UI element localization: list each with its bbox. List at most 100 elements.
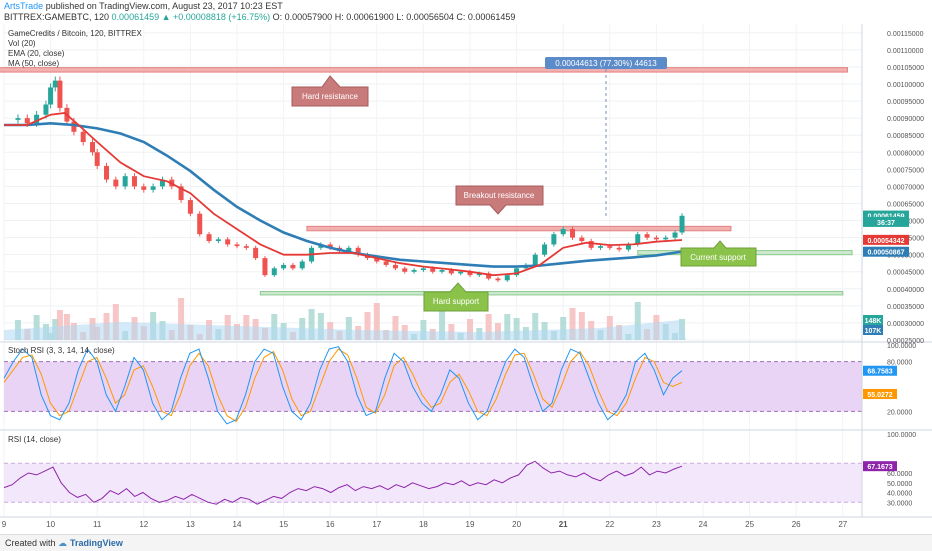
candle-body (635, 234, 641, 245)
candle-body (141, 186, 147, 190)
price-tick-label: 0.00035000 (887, 304, 924, 311)
candle-body (271, 268, 277, 276)
price-tick-label: 0.00070000 (887, 184, 924, 191)
time-tick-label: 27 (838, 520, 847, 529)
hard-resistance-label: Hard resistance (302, 92, 359, 101)
chart-text: GameCredits / Bitcoin, 120, BITTREX Vol … (8, 29, 142, 444)
time-tick-label: 12 (139, 520, 148, 529)
footer-logo-icon: ☁ (58, 538, 67, 548)
time-tick-label: 25 (745, 520, 754, 529)
candle-body (588, 241, 594, 248)
volume-label: 107K (865, 328, 882, 335)
candle-body (607, 246, 613, 248)
rsi-line (3, 460, 683, 505)
candle-body (104, 165, 110, 180)
candle-body (90, 142, 96, 153)
candle-body (616, 247, 622, 250)
volume-bar (420, 320, 427, 340)
volume-bar (504, 314, 511, 340)
volume-bar (634, 302, 641, 340)
legend-volume: Vol (20) (8, 39, 36, 48)
symbol-line: BITTREX:GAMEBTC, 120 0.00061459 ▲ +0.000… (4, 12, 515, 22)
candle-body (402, 268, 408, 272)
time-tick-label: 10 (46, 520, 55, 529)
candle-body (234, 244, 240, 247)
price-tick-label: 0.00100000 (887, 82, 924, 89)
time-tick-label: 20 (512, 520, 521, 529)
price-label: 36:37 (877, 220, 895, 227)
candle-body (355, 247, 361, 255)
candle-body (570, 229, 576, 238)
candle-body (532, 254, 538, 265)
time-tick-label: 16 (326, 520, 335, 529)
candle-body (206, 234, 212, 242)
legend-ema: EMA (20, close) (8, 49, 65, 58)
hard-support-callout (423, 282, 489, 312)
chart-area[interactable]: 0.00115000 0.00110000 0.00105000 0.00100000… (0, 0, 932, 534)
measure-label: 0.00044613 (77.30%) 44613 (555, 59, 657, 68)
price-label-bg (863, 246, 909, 257)
candle-body (430, 268, 436, 272)
volume-bar (56, 310, 63, 340)
ma-50-line (4, 121, 683, 268)
candle-body (514, 268, 520, 276)
volume-label-bg (863, 325, 883, 335)
candle-body (663, 237, 669, 240)
time-tick-label: 11 (93, 520, 102, 529)
stoch-value-label: 55.0272 (867, 392, 892, 399)
candle-body (197, 213, 203, 235)
volume-bar (513, 318, 520, 340)
candle-body (57, 80, 63, 108)
candle-body (476, 273, 482, 276)
stoch-band (4, 361, 862, 412)
legend-symbol: GameCredits / Bitcoin, 120, BITTREX (8, 29, 142, 38)
footer-brand[interactable]: TradingView (70, 538, 123, 548)
stoch-tick-label: 100.0000 (887, 343, 916, 350)
annotations[interactable]: 0.00044613 (77.30%) 44613 Hard resistanc… (291, 57, 757, 312)
footer: Created with ☁ TradingView (0, 534, 932, 551)
current-support-label: Current support (690, 253, 746, 262)
price-tick-label: 0.00025000 (887, 338, 924, 345)
legend-ma: MA (50, close) (8, 59, 59, 68)
stoch-tick-label: 80.0000 (887, 360, 912, 367)
candle-body (672, 232, 678, 238)
breakout-resistance-zone (306, 225, 732, 232)
price-tick-label: 0.00110000 (887, 48, 924, 55)
rsi-tick-label: 100.0000 (887, 432, 916, 439)
rsi-title: RSI (14, close) (8, 435, 61, 444)
rsi-tick-label: 30.0000 (887, 500, 912, 507)
time-tick-label: 17 (372, 520, 381, 529)
volume-bar (569, 308, 576, 340)
volume-bar (178, 298, 185, 340)
candle-body (187, 200, 193, 214)
price-label-bg (863, 234, 909, 245)
author-link[interactable]: ArtsTrade (4, 1, 44, 11)
price-tick-label: 0.00115000 (887, 31, 924, 38)
time-tick-label: 22 (605, 520, 614, 529)
candle-body (504, 275, 510, 281)
ema-20-line (4, 112, 683, 277)
current-support-callout (680, 240, 757, 267)
candle-body (560, 229, 566, 235)
time-tick-label: 21 (559, 520, 568, 529)
volume-ma-area (4, 320, 686, 340)
symbol-text: BITTREX:GAMEBTC, 120 (4, 12, 110, 22)
time-tick-label: 26 (792, 520, 801, 529)
price-tick-label: 0.00080000 (887, 150, 924, 157)
rsi-tick-label: 40.0000 (887, 491, 912, 498)
stoch-value-bg (863, 365, 897, 376)
hard-support-zone (259, 291, 844, 296)
price-tick-label: 0.00075000 (887, 167, 924, 174)
candle-body (43, 104, 49, 115)
low-value: L: 0.00056504 (396, 12, 454, 22)
volume-bar (532, 313, 539, 340)
candle-body (215, 239, 221, 242)
candle-body (383, 261, 389, 265)
price-label: 0.00054342 (868, 238, 905, 245)
hard-resistance-zone (0, 67, 848, 73)
breakout-resistance-callout (455, 185, 544, 215)
time-tick-label: 13 (186, 520, 195, 529)
last-price: 0.00061459 (111, 12, 160, 22)
candle-body (448, 270, 454, 274)
candle-body (34, 114, 40, 124)
